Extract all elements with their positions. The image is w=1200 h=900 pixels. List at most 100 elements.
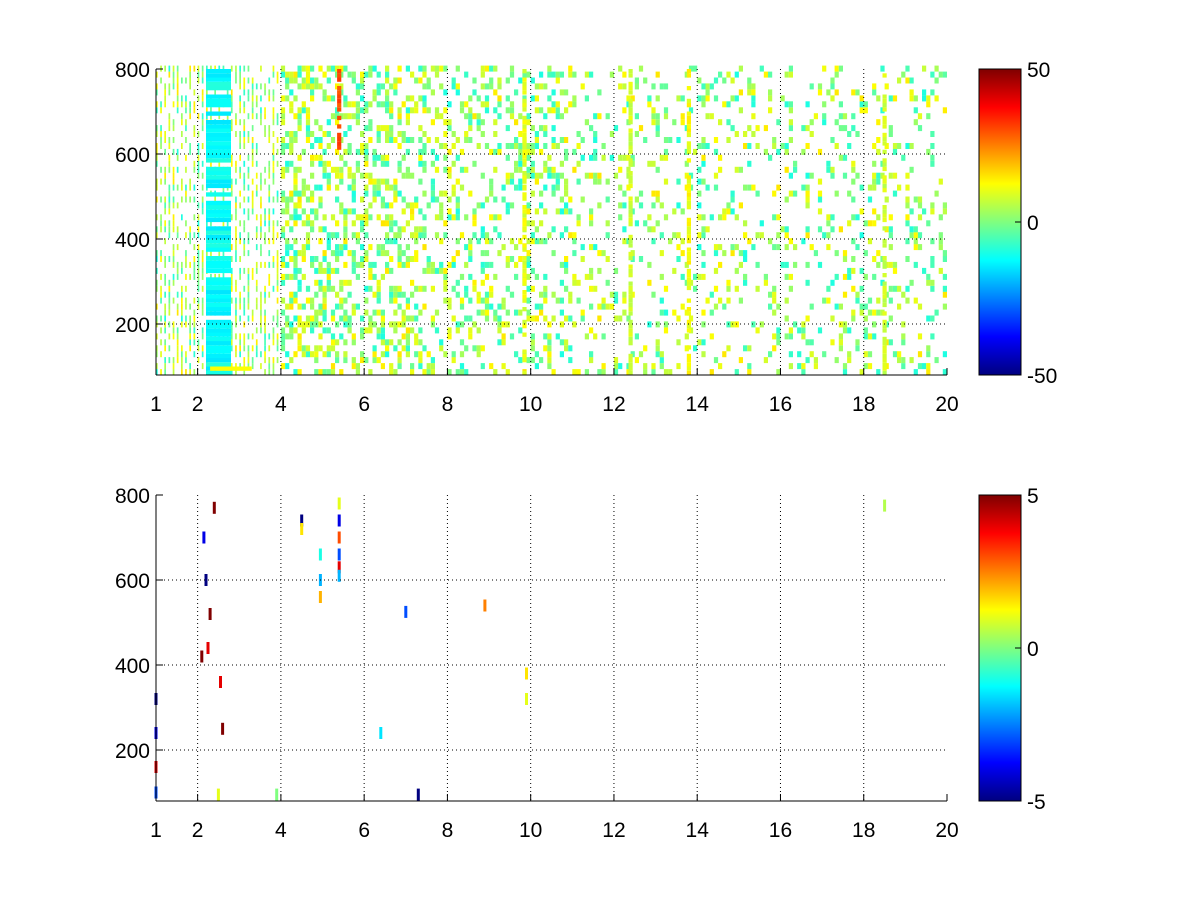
heatmap-cell xyxy=(189,107,191,114)
heatmap-feature-cell xyxy=(522,128,527,133)
heatmap-cell xyxy=(285,202,290,209)
heatmap-cell xyxy=(693,345,698,352)
heatmap-cell xyxy=(301,321,306,328)
heatmap-cell xyxy=(247,113,250,120)
heatmap-cell xyxy=(805,125,810,132)
heatmap-cell xyxy=(305,119,311,126)
heatmap-cell xyxy=(314,154,319,161)
heatmap-cell xyxy=(314,369,319,376)
heatmap-cell xyxy=(176,309,179,316)
heatmap-cell xyxy=(343,232,348,239)
heatmap-cell xyxy=(851,160,856,167)
heatmap-cell xyxy=(697,244,702,251)
heatmap-cell xyxy=(218,113,221,120)
heatmap-cell xyxy=(201,184,204,191)
heatmap-cell xyxy=(697,166,702,173)
heatmap-cell xyxy=(901,339,906,346)
heatmap-cell xyxy=(705,143,710,149)
heatmap-cell xyxy=(801,369,806,376)
heatmap-cell xyxy=(351,250,356,257)
heatmap-cell xyxy=(422,214,427,221)
heatmap-cell xyxy=(172,184,175,191)
heatmap-cell xyxy=(530,143,535,149)
heatmap-cell xyxy=(243,226,246,233)
heatmap-cell xyxy=(663,178,669,185)
heatmap-cell xyxy=(230,369,233,376)
heatmap-cell xyxy=(385,107,390,114)
heatmap-cell xyxy=(568,345,573,352)
heatmap-cell xyxy=(351,113,356,120)
heatmap-cell xyxy=(434,214,440,221)
heatmap-feature-cell xyxy=(206,132,231,138)
heatmap-cell xyxy=(830,137,835,143)
heatmap-cell xyxy=(526,309,531,316)
heatmap-cell xyxy=(276,190,279,197)
heatmap-cell xyxy=(805,279,810,286)
heatmap-cell xyxy=(185,351,187,358)
heatmap-cell xyxy=(851,89,856,96)
heatmap-cell xyxy=(293,137,298,143)
heatmap-cell xyxy=(430,285,435,292)
heatmap-cell xyxy=(201,113,204,120)
heatmap-cell xyxy=(842,113,848,120)
heatmap-cell xyxy=(156,101,158,108)
heatmap-cell xyxy=(655,95,660,102)
heatmap-cell xyxy=(318,154,323,161)
heatmap-cell xyxy=(780,226,785,233)
heatmap-feature-cell xyxy=(206,205,231,210)
heatmap-cell xyxy=(285,315,290,322)
heatmap-cell xyxy=(347,148,352,155)
heatmap-cell xyxy=(168,71,171,78)
heatmap-cell xyxy=(193,65,196,72)
heatmap-cell xyxy=(543,273,548,280)
heatmap-cell xyxy=(547,95,552,102)
heatmap-cell xyxy=(189,339,191,346)
heatmap-cell xyxy=(564,137,569,143)
heatmap-feature-cell xyxy=(628,98,633,104)
heatmap-cell xyxy=(613,297,619,304)
heatmap-cell xyxy=(934,77,939,84)
heatmap-cell xyxy=(364,154,369,161)
heatmap-cell xyxy=(235,315,237,322)
heatmap-cell xyxy=(368,137,373,143)
heatmap-cell xyxy=(572,250,577,257)
heatmap-cell xyxy=(743,250,748,257)
heatmap-cell xyxy=(905,202,910,209)
heatmap-cell xyxy=(276,148,279,155)
heatmap-cell xyxy=(443,285,448,292)
heatmap-cell xyxy=(368,178,373,185)
heatmap-cell xyxy=(364,160,369,167)
heatmap-cell xyxy=(493,315,498,322)
heatmap-cell xyxy=(172,369,175,376)
heatmap-cell xyxy=(805,184,810,191)
heatmap-cell xyxy=(734,131,739,137)
heatmap-cell xyxy=(401,309,406,316)
heatmap-cell xyxy=(260,297,262,304)
heatmap-feature-cell xyxy=(686,345,691,350)
heatmap-cell xyxy=(772,190,777,197)
heatmap-cell xyxy=(464,101,469,108)
heatmap-cell xyxy=(189,83,191,90)
heatmap-cell xyxy=(613,369,619,376)
heatmap-cell xyxy=(422,369,427,376)
heatmap-cell xyxy=(310,315,315,322)
heatmap-cell xyxy=(189,226,191,233)
heatmap-cell xyxy=(597,178,602,185)
heatmap-cell xyxy=(643,345,648,352)
heatmap-cell xyxy=(168,297,171,304)
heatmap-cell xyxy=(235,250,237,257)
heatmap-cell xyxy=(859,303,864,310)
heatmap-cell xyxy=(355,119,360,126)
heatmap-cell xyxy=(434,65,440,72)
heatmap-cell xyxy=(801,327,806,334)
heatmap-cell xyxy=(859,285,864,292)
heatmap-cell xyxy=(901,291,906,298)
heatmap-cell xyxy=(301,250,306,257)
heatmap-cell xyxy=(401,321,406,328)
heatmap-cell xyxy=(514,89,519,96)
heatmap-feature-cell xyxy=(882,239,887,244)
heatmap-cell xyxy=(439,208,444,215)
heatmap-cell xyxy=(709,113,714,120)
heatmap-cell xyxy=(268,279,271,286)
heatmap-cell xyxy=(264,166,266,173)
